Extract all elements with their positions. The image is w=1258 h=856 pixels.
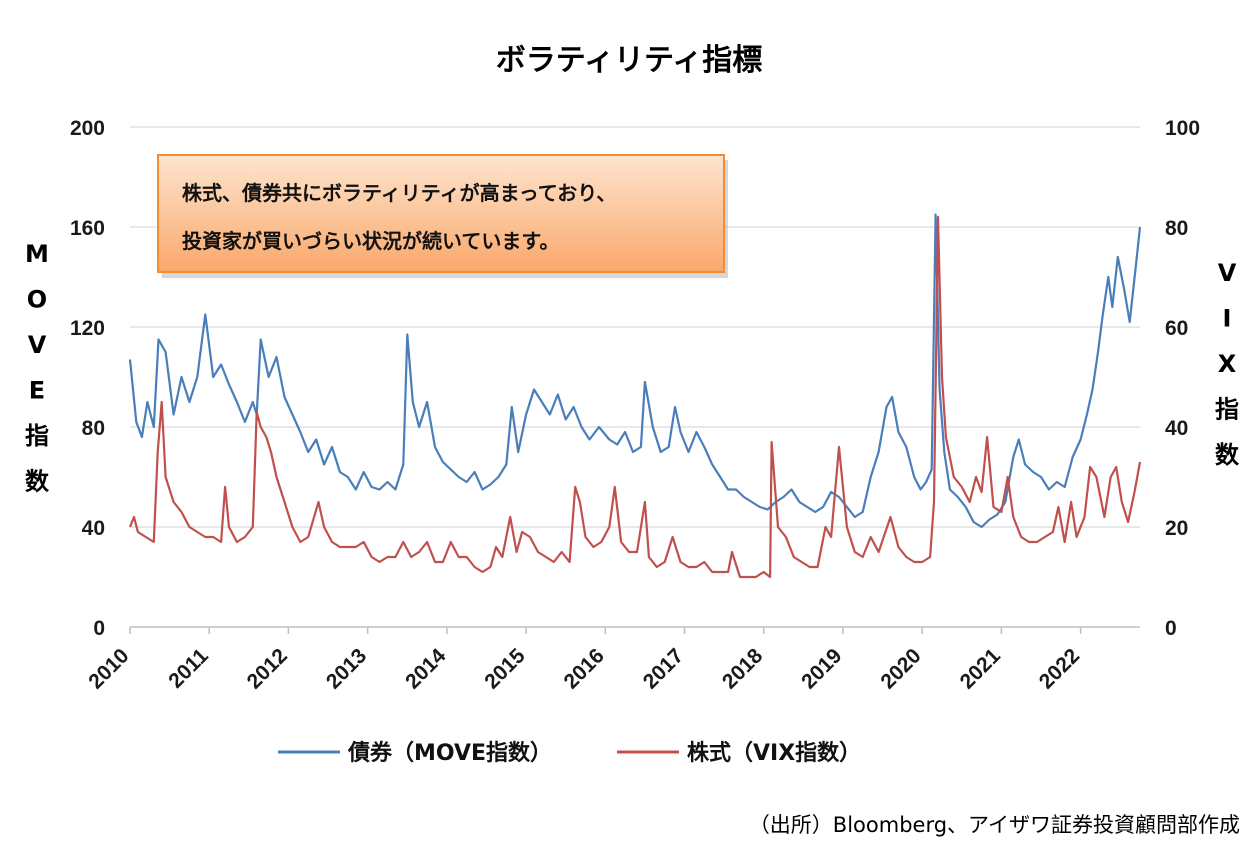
x-axis-ticks: 2010 2011 2012 2013 2014 2015 2016 2017 2018 2019…	[84, 627, 1084, 694]
left-axis-label-char: 数	[25, 468, 50, 496]
x-tick-label: 2022	[1035, 644, 1084, 693]
right-axis-label-char: 指	[1215, 396, 1239, 424]
x-tick-label: 2014	[401, 644, 451, 694]
left-axis-label-char: O	[27, 286, 47, 314]
legend-label-move: 債券（MOVE指数）	[347, 740, 552, 766]
x-tick-label: 2016	[560, 644, 609, 693]
left-axis-ticks: 0 40 80 120 160 200	[70, 117, 105, 640]
left-tick-label: 0	[93, 617, 105, 640]
left-tick-label: 160	[70, 217, 105, 240]
left-axis-label: MOVE指数	[25, 240, 50, 496]
annotation-line-1: 株式、債券共にボラティリティが高まっており、	[182, 181, 616, 205]
x-tick-label: 2012	[243, 644, 292, 693]
x-tick-label: 2018	[718, 644, 768, 694]
left-axis-label-char: 指	[25, 422, 49, 450]
left-axis-label-char: M	[25, 240, 49, 268]
x-tick-label: 2020	[876, 644, 925, 693]
annotation-line-2: 投資家が買いづらい状況が続いています。	[182, 229, 559, 253]
right-axis-label: VIX指数	[1215, 259, 1240, 469]
right-tick-label: 60	[1165, 317, 1188, 340]
right-tick-label: 0	[1165, 617, 1177, 640]
left-tick-label: 40	[82, 517, 105, 540]
left-tick-label: 80	[82, 417, 105, 440]
x-tick-label: 2013	[322, 644, 371, 693]
annotation-callout: 株式、債券共にボラティリティが高まっており、 投資家が買いづらい状況が続いていま…	[157, 154, 728, 278]
x-tick-label: 2011	[164, 644, 213, 693]
chart-title: ボラティリティ指標	[496, 43, 762, 78]
x-tick-label: 2015	[480, 644, 530, 694]
source-note: （出所）Bloomberg、アイザワ証券投資顧問部作成	[749, 813, 1240, 837]
right-axis-label-char: I	[1223, 305, 1232, 333]
right-axis-label-char: X	[1218, 350, 1237, 378]
right-tick-label: 20	[1165, 517, 1188, 540]
x-tick-label: 2017	[639, 644, 688, 693]
x-tick-label: 2010	[84, 644, 133, 693]
left-tick-label: 120	[70, 317, 105, 340]
left-axis-label-char: E	[29, 377, 45, 405]
right-axis-ticks: 0 20 40 60 80 100	[1165, 117, 1200, 640]
right-tick-label: 100	[1165, 117, 1200, 140]
legend-label-vix: 株式（VIX指数）	[687, 740, 861, 766]
series-line-vix	[128, 215, 1142, 579]
x-tick-label: 2021	[956, 644, 1006, 694]
right-tick-label: 80	[1165, 217, 1188, 240]
right-axis-label-char: V	[1218, 259, 1237, 287]
right-axis-label-char: 数	[1215, 441, 1240, 469]
series-line-move	[128, 213, 1142, 529]
left-axis-label-char: V	[28, 331, 47, 359]
left-tick-label: 200	[70, 117, 105, 140]
right-tick-label: 40	[1165, 417, 1188, 440]
x-tick-label: 2019	[797, 644, 846, 693]
legend: 債券（MOVE指数） 株式（VIX指数）	[278, 740, 861, 766]
